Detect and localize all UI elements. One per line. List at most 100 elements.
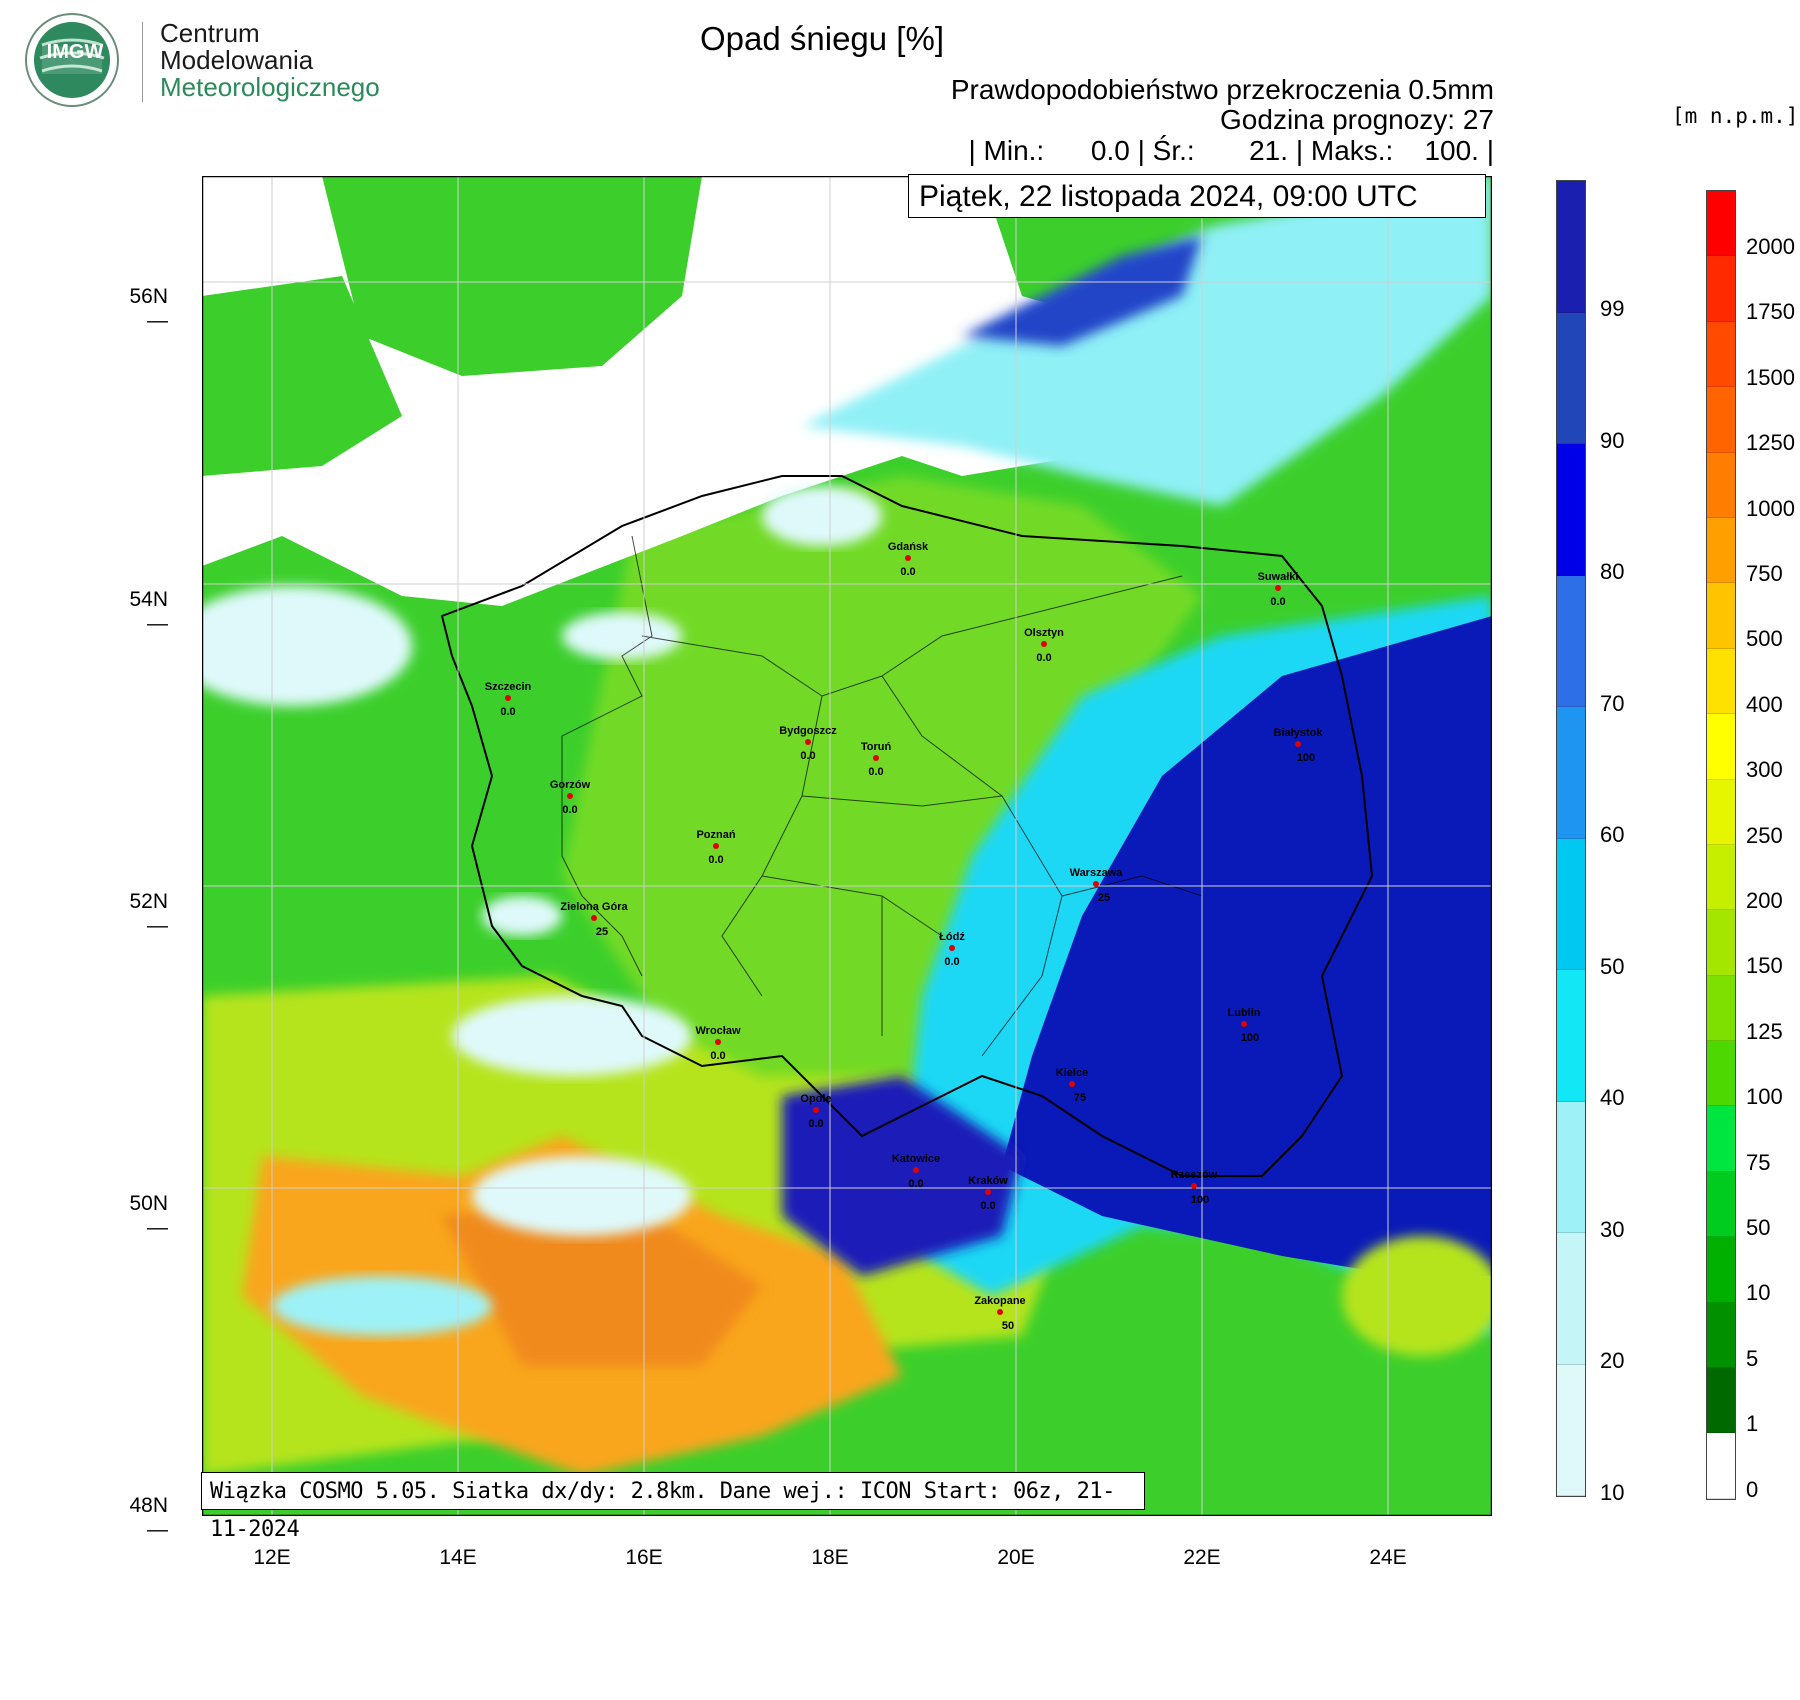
lat-tick-48n: 48N — — [129, 1494, 168, 1541]
colorbar-label: 400 — [1746, 691, 1783, 717]
colorbar-segment — [1707, 517, 1735, 584]
valid-time-label: Piątek, 22 listopada 2024, 09:00 UTC — [908, 174, 1486, 218]
svg-text:Gdańsk: Gdańsk — [888, 541, 929, 553]
snow-patch-sudety — [452, 996, 692, 1076]
stats-line: | Min.: 0.0 | Śr.: 21. | Maks.: 100. | — [968, 135, 1494, 166]
svg-text:0.0: 0.0 — [908, 1178, 923, 1190]
svg-text:0.0: 0.0 — [708, 854, 723, 866]
colorbar-label: 250 — [1746, 822, 1783, 848]
poland-border — [440, 475, 1374, 1177]
svg-text:75: 75 — [1074, 1092, 1086, 1104]
svg-text:Kraków: Kraków — [968, 1175, 1008, 1187]
city-gorzow: Gorzów 0.0 — [550, 779, 591, 816]
map-frame — [202, 176, 1492, 1516]
lon-tick-22e: 22E — [1183, 1546, 1221, 1569]
lon-tick-18e: 18E — [811, 1546, 849, 1569]
colorbar-label: 125 — [1746, 1018, 1783, 1044]
svg-text:Kielce: Kielce — [1056, 1067, 1088, 1079]
snow-core-ne — [962, 236, 1202, 346]
colorbar-label: 200 — [1746, 888, 1783, 913]
svg-text:Szczecin: Szczecin — [485, 681, 532, 693]
city-lodz: Łódź 0.0 — [939, 931, 965, 968]
land-sweden — [322, 176, 702, 376]
svg-text:0.0: 0.0 — [868, 766, 883, 778]
svg-text:Zakopane: Zakopane — [974, 1295, 1025, 1307]
imgw-logo: IMGW Centrum Modelowania Meteorologiczne… — [12, 10, 382, 110]
svg-text:Bydgoszcz: Bydgoszcz — [779, 725, 837, 737]
svg-text:0.0: 0.0 — [710, 1050, 725, 1062]
svg-text:100: 100 — [1191, 1194, 1209, 1206]
colorbar-label: 60 — [1600, 822, 1625, 847]
model-info-label: Wiązka COSMO 5.05. Siatka dx/dy: 2.8km. … — [201, 1472, 1145, 1542]
svg-text:Suwałki: Suwałki — [1258, 571, 1299, 583]
svg-text:0.0: 0.0 — [500, 706, 515, 718]
colorbar-segment — [1557, 838, 1585, 970]
colorbar-segment — [1707, 975, 1735, 1042]
snow-band-ne — [802, 176, 1492, 506]
colorbar-label: 50 — [1600, 953, 1625, 979]
colorbar-label: 750 — [1746, 561, 1783, 586]
svg-text:Olsztyn: Olsztyn — [1024, 627, 1064, 639]
svg-text:0.0: 0.0 — [562, 804, 577, 816]
svg-text:Katowice: Katowice — [892, 1153, 940, 1165]
chart-title: Opad śniegu [%] — [700, 20, 944, 57]
svg-text:0.0: 0.0 — [980, 1200, 995, 1212]
snow-tatra — [782, 1076, 1022, 1276]
colorbar-snow — [1556, 180, 1586, 1497]
colorbar-label: 30 — [1600, 1216, 1625, 1242]
city-poznan: Poznań 0.0 — [696, 829, 735, 866]
lon-tick-14e: 14E — [439, 1546, 477, 1569]
colorbar-segment — [1707, 648, 1735, 715]
lat-tick-50n: 50N — — [129, 1192, 168, 1239]
city-markers: Gdańsk 0.0 Suwałki 0.0 Olsztyn 0.0 Szczecin… — [485, 541, 1324, 1332]
svg-text:0.0: 0.0 — [1270, 596, 1285, 608]
city-wroclaw: Wrocław 0.0 — [695, 1025, 740, 1062]
colorbar-label: 0 — [1746, 1476, 1759, 1502]
colorbar-segment — [1707, 583, 1735, 649]
colorbar-segment — [1557, 1233, 1585, 1365]
svg-text:Białystok: Białystok — [1274, 727, 1324, 739]
colorbar-segment — [1707, 191, 1735, 257]
city-torun: Toruń 0.0 — [861, 741, 892, 778]
snow-east-core — [1002, 616, 1492, 1276]
snow-patch-west — [202, 586, 412, 706]
city-kielce: Kielce 75 — [1056, 1067, 1088, 1104]
colorbar-label: 1750 — [1746, 299, 1795, 325]
colorbar-label: 10 — [1600, 1479, 1625, 1505]
city-opole: Opole 0.0 — [800, 1093, 831, 1130]
snow-patch-kashubia — [762, 486, 882, 546]
colorbar-segment — [1707, 387, 1735, 453]
svg-text:Rzeszów: Rzeszów — [1171, 1169, 1218, 1181]
colorbar-label: 1500 — [1746, 364, 1795, 390]
svg-text:100: 100 — [1241, 1032, 1259, 1044]
city-rzeszow: Rzeszów 100 — [1171, 1169, 1218, 1206]
colorbar-segment — [1557, 970, 1585, 1102]
city-olsztyn: Olsztyn 0.0 — [1024, 627, 1064, 664]
imgw-seal-icon — [25, 13, 119, 107]
units-label: [m n.p.m.] — [1672, 104, 1799, 128]
svg-text:Wrocław: Wrocław — [695, 1025, 740, 1037]
colorbar-segment — [1557, 312, 1585, 444]
colorbar-label: 100 — [1746, 1084, 1783, 1110]
city-zakopane: Zakopane 50 — [974, 1295, 1025, 1332]
lon-tick-20e: 20E — [997, 1546, 1035, 1569]
colorbar-label: 1250 — [1746, 430, 1795, 456]
snow-patch-pomerania — [562, 612, 682, 660]
logo-line-1: Centrum — [160, 18, 260, 48]
voivodeship-borders — [561, 535, 1203, 1057]
colorbar-label: 10 — [1746, 1280, 1771, 1306]
colorbar-segment — [1557, 1364, 1585, 1496]
logo-badge-text: IMGW — [46, 41, 104, 63]
colorbar-label: 20 — [1600, 1348, 1625, 1373]
colorbar-label: 300 — [1746, 757, 1783, 783]
lat-tick-52n: 52N — — [129, 890, 168, 937]
lat-tick-54n: 54N — — [129, 588, 168, 635]
colorbar-segment — [1557, 575, 1585, 707]
colorbar-segment — [1557, 1101, 1585, 1233]
svg-text:Toruń: Toruń — [861, 741, 892, 753]
colorbar-segment — [1707, 844, 1735, 911]
colorbar-label: 2000 — [1746, 234, 1795, 259]
map-grid — [202, 176, 1492, 1516]
logo-wordmark: Centrum Modelowania Meteorologicznego — [160, 20, 380, 101]
svg-text:Warszawa: Warszawa — [1070, 867, 1124, 879]
